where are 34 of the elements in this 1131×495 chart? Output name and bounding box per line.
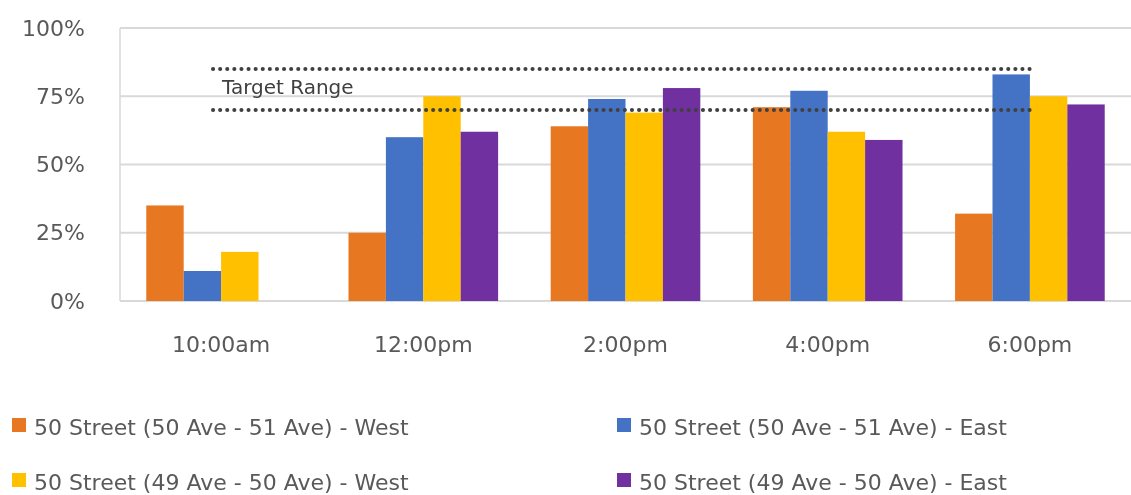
x-tick-label: 10:00am [171,332,271,357]
bar [625,112,663,301]
y-tick-label: 25% [36,220,85,246]
bar [385,137,424,301]
bar [992,74,1030,301]
x-tick-label: 12:00pm [373,332,473,357]
bar [221,251,259,301]
bar [827,131,866,301]
bar [752,107,791,301]
y-tick-label: 50% [36,152,85,178]
legend-label: 50 Street (50 Ave - 51 Ave) - East [639,414,1008,440]
bar [423,96,461,301]
y-tick-label: 0% [50,288,85,314]
bar [662,88,701,301]
legend-label: 50 Street (49 Ave - 50 Ave) - West [34,469,409,495]
ref-line-label: Target Range [221,74,354,99]
x-tick-label: 6:00pm [987,332,1073,357]
bar [790,90,828,301]
bar [460,131,499,301]
y-tick-label: 100% [22,15,85,41]
bar [1029,96,1068,301]
bar [183,270,222,301]
legend-label: 50 Street (49 Ave - 50 Ave) - East [639,469,1008,495]
bar [550,126,589,301]
x-tick-label: 2:00pm [583,332,668,357]
y-tick-label: 75% [36,83,85,109]
bar [348,232,386,301]
legend-label: 50 Street (50 Ave - 51 Ave) - West [34,414,409,440]
bar [1067,104,1105,301]
bar [146,205,184,301]
bar [955,213,993,301]
x-tick-label: 4:00pm [785,332,871,357]
bar [865,139,903,301]
bar [588,98,626,301]
